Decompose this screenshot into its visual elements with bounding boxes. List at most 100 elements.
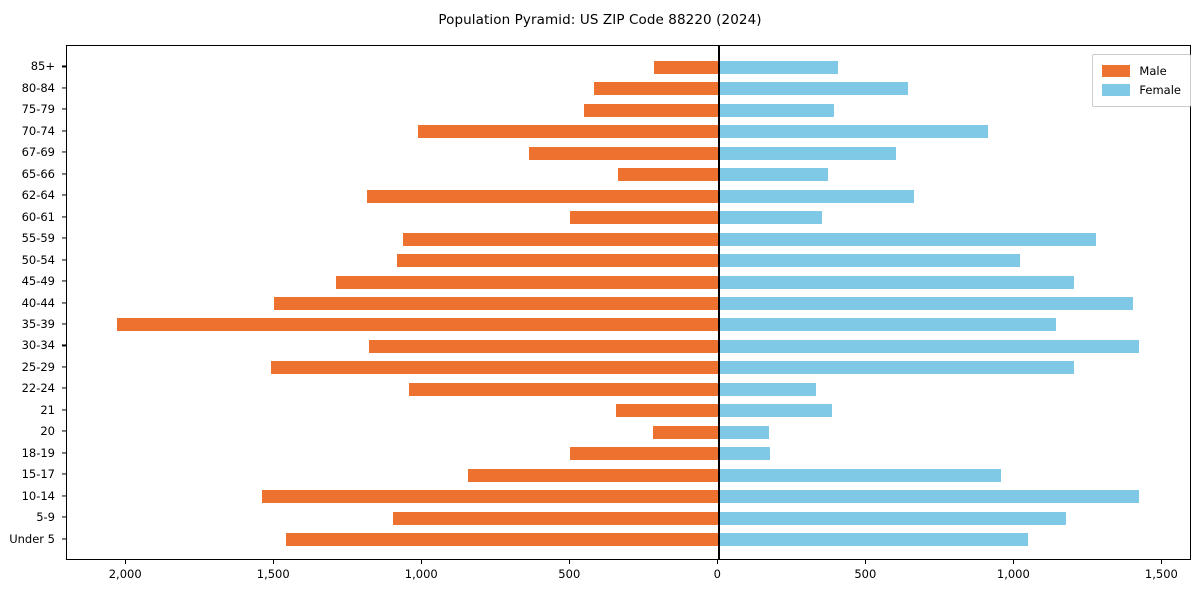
y-axis: 85+ 80-84 75-79 70-74 67-69 65-66 62-64 60-61 55…: [0, 45, 66, 560]
y-axis-tick-mark: [62, 280, 66, 282]
bar-female: [718, 404, 833, 418]
y-axis-tick-label: 10-14: [21, 488, 55, 503]
legend-swatch-icon: [1102, 83, 1131, 96]
bar-male: [593, 82, 719, 96]
y-axis-tick-label: 62-64: [21, 188, 55, 203]
y-axis-tick-mark: [62, 430, 66, 432]
y-axis-tick-mark: [62, 366, 66, 368]
bar-female: [718, 275, 1074, 289]
plot-area: [66, 45, 1191, 560]
y-axis-tick-mark: [62, 516, 66, 518]
x-axis-tick-mark: [125, 560, 127, 564]
y-axis-tick-label: 5-9: [36, 510, 55, 525]
bar-male: [653, 425, 719, 439]
y-axis-tick-mark: [62, 216, 66, 218]
bar-male: [617, 168, 719, 182]
y-axis-tick-mark: [62, 130, 66, 132]
y-axis-tick-label: 67-69: [21, 145, 55, 160]
bar-female: [718, 125, 988, 139]
chart-legend: Male Female: [1092, 54, 1191, 107]
y-axis-tick-mark: [62, 108, 66, 110]
bar-male: [570, 211, 719, 225]
x-axis-tick-mark: [273, 560, 275, 564]
bar-female: [718, 468, 1002, 482]
x-axis-tick-label: 2,000: [108, 567, 142, 581]
bar-female: [718, 297, 1133, 310]
legend-item: Female: [1102, 80, 1181, 99]
bar-male: [408, 382, 719, 396]
bar-female: [718, 189, 914, 203]
legend-item: Male: [1102, 61, 1181, 80]
bar-female: [718, 361, 1074, 375]
x-axis: 2,000 1,500 1,000 500 0 500 1,000 1,500: [66, 560, 1191, 600]
x-axis-tick-label: 0: [713, 567, 721, 581]
x-axis-tick-label: 1,500: [256, 567, 290, 581]
y-axis-tick-label: 25-29: [21, 359, 55, 374]
y-axis-tick-label: 65-66: [21, 166, 55, 181]
bar-female: [718, 382, 816, 396]
bar-male: [286, 533, 719, 547]
y-axis-tick-label: 70-74: [21, 123, 55, 138]
y-axis-tick-mark: [62, 65, 66, 67]
bar-male: [528, 146, 719, 160]
y-axis-tick-mark: [62, 237, 66, 239]
bar-female: [718, 447, 771, 461]
y-axis-tick-label: 60-61: [21, 209, 55, 224]
bar-female: [718, 425, 769, 439]
y-axis-tick-label: 21: [40, 402, 55, 417]
bar-male: [117, 318, 719, 332]
chart-title: Population Pyramid: US ZIP Code 88220 (2…: [438, 12, 762, 28]
bar-male: [616, 404, 719, 418]
bar-female: [718, 103, 834, 117]
bar-male: [368, 339, 719, 353]
y-axis-tick-label: 35-39: [21, 316, 55, 331]
bar-male: [262, 490, 719, 504]
legend-swatch-icon: [1102, 64, 1131, 77]
bar-male: [392, 511, 719, 525]
bar-female: [718, 168, 828, 182]
y-axis-tick-mark: [62, 194, 66, 196]
x-axis-tick-label: 1,000: [404, 567, 438, 581]
bar-male: [583, 103, 719, 117]
legend-label: Male: [1139, 63, 1167, 78]
y-axis-tick-mark: [62, 495, 66, 497]
bar-male: [417, 125, 719, 139]
y-axis-tick-label: 40-44: [21, 295, 55, 310]
bar-female: [718, 533, 1028, 547]
bar-male: [654, 60, 719, 74]
y-axis-tick-label: 15-17: [21, 467, 55, 482]
bar-male: [271, 361, 719, 375]
y-axis-tick-mark: [62, 151, 66, 153]
bar-male: [403, 232, 719, 246]
bar-male: [336, 275, 719, 289]
y-axis-tick-mark: [62, 409, 66, 411]
x-axis-tick-mark: [865, 560, 867, 564]
x-axis-tick-label: 1,000: [996, 567, 1030, 581]
y-axis-tick-mark: [62, 344, 66, 346]
bar-female: [718, 211, 822, 225]
y-axis-tick-label: Under 5: [9, 531, 55, 546]
y-axis-tick-mark: [62, 301, 66, 304]
y-axis-tick-mark: [62, 87, 66, 89]
y-axis-tick-label: 80-84: [21, 80, 55, 95]
bars-layer: [67, 46, 1190, 559]
bar-male: [367, 189, 719, 203]
bar-male: [274, 297, 719, 310]
y-axis-tick-label: 75-79: [21, 102, 55, 117]
x-axis-tick-mark: [569, 560, 571, 564]
bar-male: [570, 447, 719, 461]
bar-female: [718, 339, 1139, 353]
bar-female: [718, 511, 1067, 525]
y-axis-tick-mark: [62, 387, 66, 389]
y-axis-tick-mark: [62, 323, 66, 325]
x-axis-tick-mark: [717, 560, 719, 564]
bar-female: [718, 318, 1056, 332]
y-axis-tick-mark: [62, 537, 66, 540]
y-axis-tick-label: 30-34: [21, 338, 55, 353]
bar-male: [468, 468, 719, 482]
y-axis-tick-mark: [62, 173, 66, 175]
x-axis-tick-label: 500: [854, 567, 877, 581]
y-axis-tick-label: 45-49: [21, 274, 55, 289]
bar-male: [397, 254, 719, 268]
